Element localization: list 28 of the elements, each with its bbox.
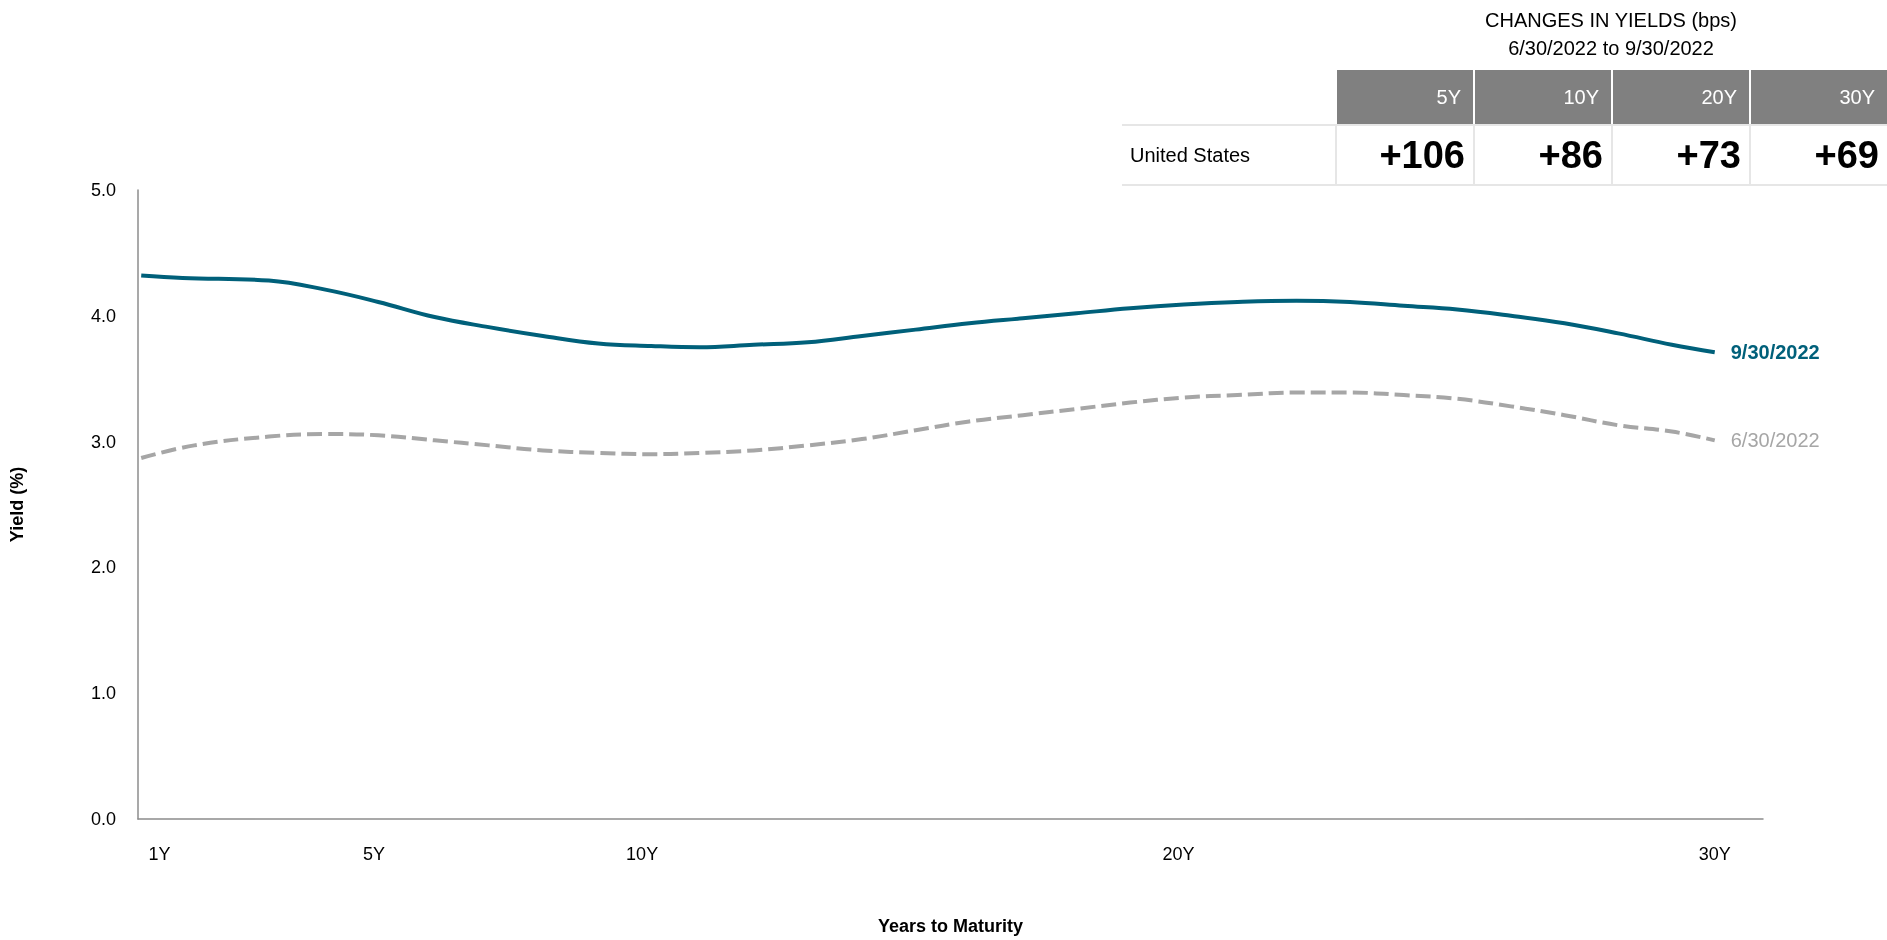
x-tick-label: 30Y [1698,844,1731,864]
series-label: 6/30/2022 [1730,429,1820,452]
category-label: 10Y [1473,70,1611,124]
y-axis-title: Yield (%) [7,466,27,543]
text: +106 [1379,134,1465,176]
text: +73 [1676,134,1741,176]
text: CHANGES IN YIELDS (bps) [1484,8,1738,33]
y-tick-label: 0.0 [90,809,116,829]
category-label: 5Y [1335,70,1473,124]
category-label: 20Y [1611,70,1749,124]
text: 6/30/2022 to 9/30/2022 [1507,36,1715,61]
x-axis-title: Years to Maturity [877,916,1024,936]
x-tick-label: 1Y [148,844,171,864]
x-tick-label: 10Y [626,844,659,864]
line-series [139,273,1717,355]
text: +86 [1538,134,1603,176]
category-label: United States [1130,144,1251,166]
y-tick-label: 5.0 [90,180,116,200]
x-tick-label: 20Y [1162,844,1195,864]
y-tick-label: 2.0 [90,557,116,578]
text: +69 [1814,134,1879,176]
series-label: 9/30/2022 [1730,341,1820,364]
y-tick-label: 3.0 [90,431,116,452]
y-tick-label: 1.0 [90,683,116,704]
category-label: 30Y [1749,70,1887,124]
x-tick-label: 5Y [362,844,385,864]
y-tick-label: 4.0 [90,305,116,326]
line-series [139,390,1717,460]
